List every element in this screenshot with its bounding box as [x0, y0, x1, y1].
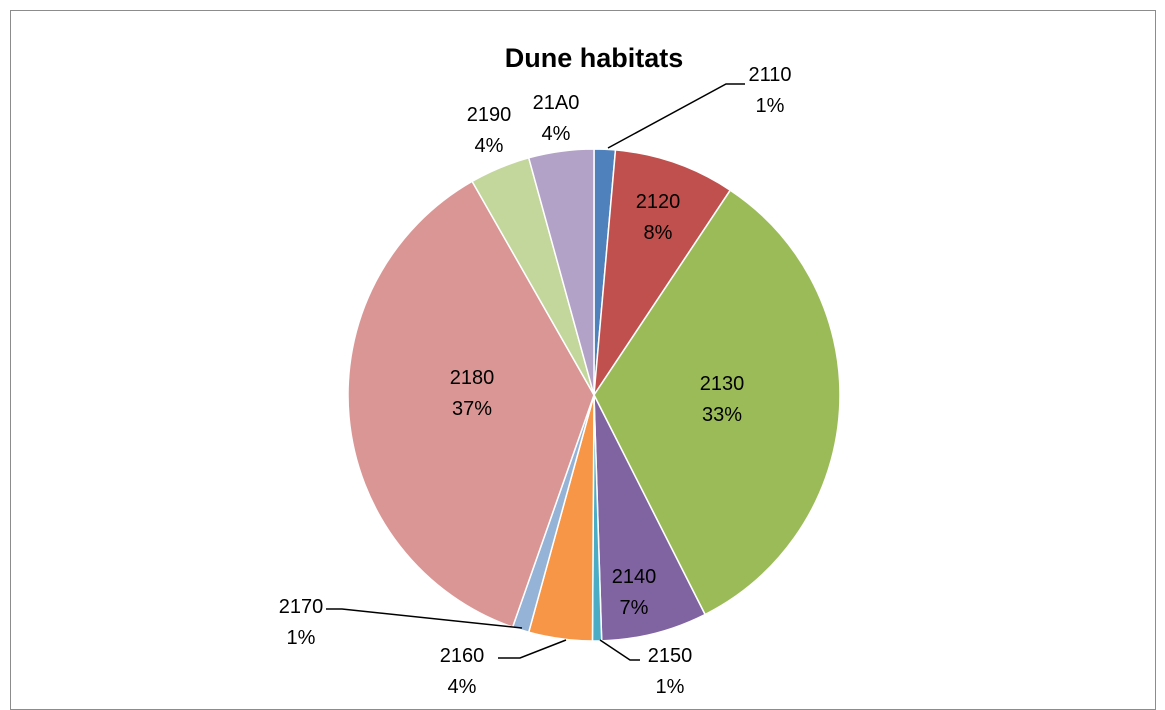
slice-label-2180: 2180 — [450, 367, 495, 389]
slice-label-2120: 2120 — [636, 191, 681, 213]
slice-percent-2130: 33% — [702, 404, 742, 426]
pie-slices — [347, 148, 841, 642]
slice-percent-2190: 4% — [475, 135, 504, 157]
pie-slice-2180 — [347, 180, 595, 629]
leader-line-2150 — [599, 639, 640, 661]
slice-percent-2180: 37% — [452, 398, 492, 420]
slice-percent-2120: 8% — [644, 222, 673, 244]
leader-line-2160 — [498, 639, 567, 659]
slice-label-2190: 2190 — [467, 104, 512, 126]
leader-line-2110 — [607, 83, 745, 149]
slice-label-2160: 2160 — [440, 645, 485, 667]
slice-label-2130: 2130 — [700, 373, 745, 395]
pie-slice-21a0 — [527, 148, 595, 396]
slice-percent-2170: 1% — [287, 627, 316, 649]
slice-label-2170: 2170 — [279, 596, 324, 618]
slice-percent-2150: 1% — [656, 676, 685, 698]
slice-label-2150: 2150 — [648, 645, 693, 667]
pie-slice-2140 — [593, 394, 707, 642]
slice-labels: 2110 1% 2120 8% 2130 33% 2140 7% 2150 1% 2160 4% 217… — [279, 64, 792, 698]
slice-percent-2140: 7% — [620, 597, 649, 619]
slice-percent-21a0: 4% — [542, 123, 571, 145]
leader-lines — [326, 83, 745, 661]
slice-label-21a0: 21A0 — [533, 92, 580, 114]
slice-percent-2110: 1% — [756, 95, 785, 117]
slice-label-2110: 2110 — [748, 64, 791, 86]
chart-title: Dune habitats — [505, 43, 684, 73]
leader-line-2170 — [326, 608, 523, 629]
slice-percent-2160: 4% — [448, 676, 477, 698]
pie-slice-2130 — [593, 189, 841, 616]
pie-slice-2120 — [593, 149, 732, 396]
slice-label-2140: 2140 — [612, 566, 657, 588]
